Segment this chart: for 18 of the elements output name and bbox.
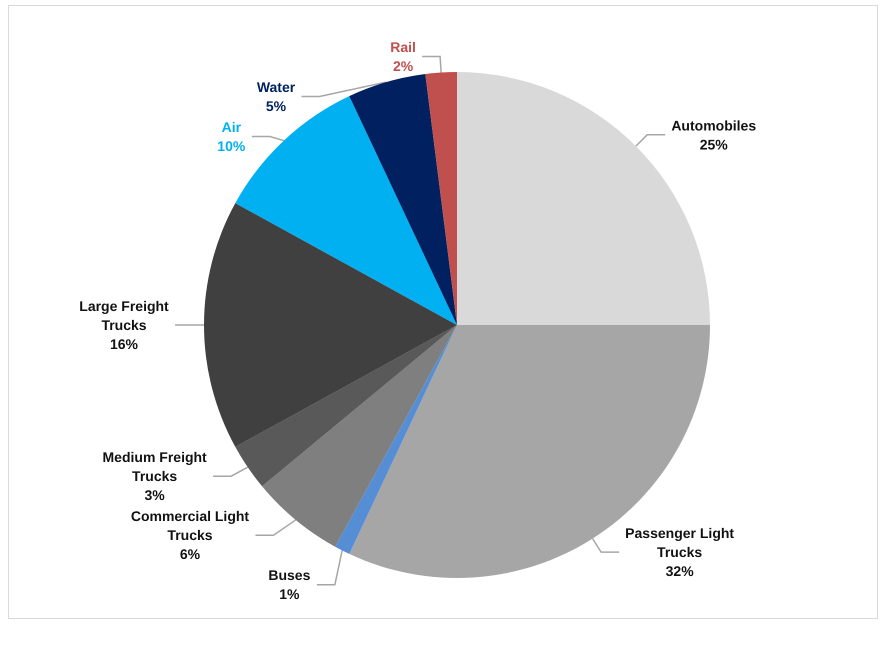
data-label: 6% [180, 546, 201, 562]
slice-label: Medium Freight Trucks [102, 449, 208, 484]
slice-label: Rail [390, 39, 416, 56]
data-label: 3% [144, 487, 166, 504]
data-label: 16% [110, 336, 139, 352]
data-label: 2% [392, 58, 414, 74]
slice-label: Automobiles [671, 117, 756, 134]
data-label: 32% [666, 563, 694, 580]
slice-label: Water [256, 79, 296, 96]
slice-label: Commercial Light Trucks [130, 508, 250, 544]
slice-label: Large Freight Trucks [79, 298, 170, 333]
slice-label: Buses [268, 567, 311, 584]
slice-label: Passenger Light Trucks [625, 525, 734, 560]
data-label: 25% [700, 136, 728, 152]
data-label: 10% [217, 138, 246, 154]
data-label: 5% [266, 98, 287, 114]
data-label: 1% [279, 586, 300, 602]
slice-label: Air [222, 119, 242, 136]
